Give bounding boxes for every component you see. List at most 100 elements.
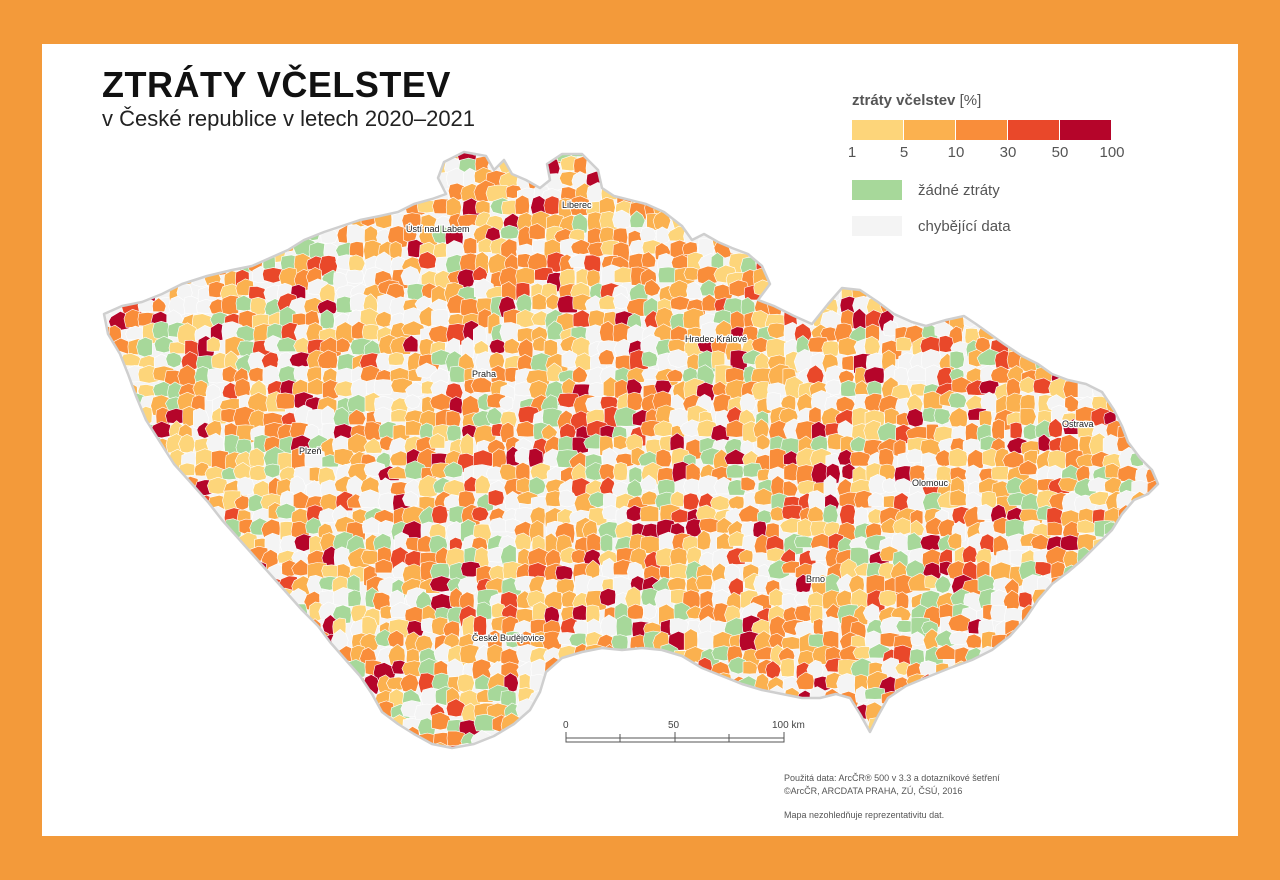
municipality-cell [895,591,910,611]
municipality-cell [348,254,366,273]
municipality-cell [813,701,833,717]
municipality-cell [909,519,925,537]
municipality-cell [431,308,449,328]
municipality-cell [405,153,425,176]
municipality-cell [1034,155,1050,174]
municipality-cell [696,364,715,385]
municipality-cell [612,717,634,731]
municipality-cell [181,730,197,748]
municipality-cell [768,702,788,719]
municipality-cell [841,242,863,258]
municipality-cell [852,267,876,287]
legend-break-3: 30 [999,144,1017,161]
municipality-cell [963,742,987,748]
municipality-cell [696,744,717,748]
municipality-cell [933,408,951,426]
municipality-cell [644,672,666,694]
municipality-cell [686,168,704,186]
municipality-cell [1162,200,1178,220]
municipality-cell [124,226,144,248]
municipality-cell [1107,646,1122,661]
municipality-cell [771,251,787,269]
municipality-cell [896,282,916,300]
municipality-cell [137,646,156,670]
municipality-cell [698,672,716,692]
municipality-cell [1130,337,1151,356]
municipality-cell [224,744,246,748]
municipality-cell [574,656,595,683]
municipality-cell [124,454,139,477]
municipality-cell [309,199,328,217]
municipality-cell [1119,326,1141,347]
municipality-cell [769,279,792,302]
municipality-cell [977,152,991,160]
municipality-cell [149,167,171,182]
municipality-cell [712,185,731,207]
municipality-cell [347,196,361,219]
municipality-cell [224,209,247,235]
municipality-cell [1075,306,1098,324]
municipality-cell [498,746,523,748]
municipality-cell [990,311,1013,333]
municipality-cell [980,712,1000,731]
municipality-cell [108,465,127,484]
municipality-cell [740,195,762,214]
municipality-cell [582,687,600,705]
municipality-cell [181,228,200,244]
municipality-cell [934,684,953,704]
municipality-cell [462,237,478,255]
municipality-cell [181,672,199,692]
municipality-cell [1105,591,1127,612]
municipality-cell [208,211,227,231]
municipality-cell [500,661,521,679]
municipality-cell [164,549,184,567]
municipality-cell [361,199,383,217]
municipality-cell [1076,676,1097,698]
municipality-cell [294,635,314,658]
municipality-cell [1087,340,1109,358]
municipality-cell [192,604,209,627]
municipality-cell [783,701,800,719]
municipality-cell [334,168,355,190]
municipality-cell [559,705,580,720]
municipality-cell [963,673,985,697]
municipality-cell [976,252,994,273]
municipality-cell [207,605,229,628]
municipality-cell [682,209,703,233]
municipality-cell [281,688,298,703]
municipality-cell [153,200,172,219]
municipality-cell [267,157,288,174]
municipality-cell [294,194,314,213]
municipality-cell [823,255,839,272]
municipality-cell [263,661,282,684]
municipality-cell [936,672,953,692]
municipality-cell [376,181,391,203]
municipality-cell [104,563,120,587]
municipality-cell [1078,170,1097,185]
municipality-cell [797,242,822,264]
municipality-cell [207,631,228,652]
municipality-cell [121,703,138,721]
municipality-cell [137,433,156,458]
municipality-cell [991,745,1008,748]
municipality-cell [149,222,167,243]
municipality-cell [840,170,862,190]
municipality-cell [167,716,183,731]
municipality-cell [939,152,961,163]
municipality-cell [123,562,140,582]
municipality-cell [869,158,887,177]
municipality-cell [151,615,169,635]
municipality-cell [197,154,217,172]
municipality-cell [990,465,1009,481]
municipality-cell [1143,742,1158,748]
municipality-cell [104,615,119,632]
municipality-cell [611,690,631,713]
municipality-cell [772,168,789,190]
municipality-cell [995,714,1016,737]
municipality-cell [1051,225,1074,249]
municipality-cell [388,167,413,186]
municipality-cell [821,167,839,182]
municipality-cell [234,495,251,511]
municipality-cell [750,152,771,158]
municipality-cell [295,172,319,186]
